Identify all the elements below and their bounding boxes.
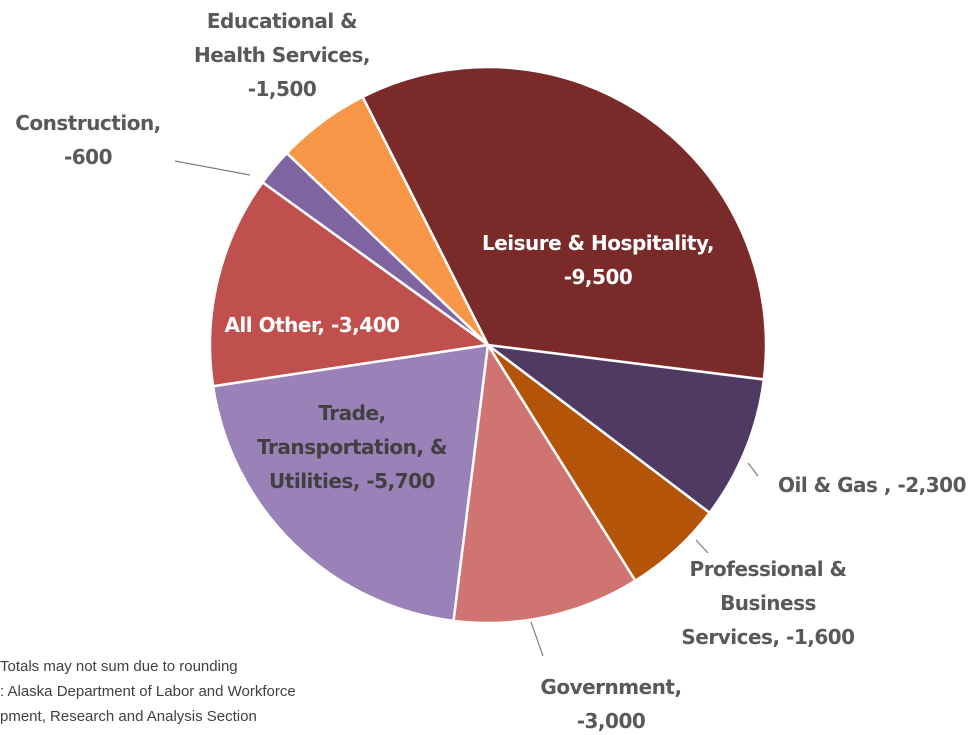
footnote: pment, Research and Analysis Section [0, 708, 257, 725]
leader-lines [174, 160, 759, 657]
pie-slice [483, 343, 766, 515]
pie-slice [211, 343, 490, 623]
slice-label: Educational & Health Services, -1,500 [182, 4, 382, 106]
category-name: Professional & Business Services, [681, 557, 847, 649]
category-name: Oil & Gas , [778, 473, 891, 497]
category-name: Leisure & Hospitality, [481, 231, 715, 255]
category-name: Construction, [15, 111, 161, 135]
pie-slice [208, 180, 492, 388]
value-label: -5,700 [366, 469, 435, 493]
slice-label: Leisure & Hospitality, -9,500 [468, 226, 728, 294]
value-label: -600 [63, 145, 113, 169]
slice-label: All Other, -3,400 [197, 308, 427, 342]
category-name: All Other, [224, 313, 325, 337]
category-name: Government, [540, 675, 682, 699]
slice-label: Construction, -600 [3, 106, 173, 174]
category-name: Trade, Transportation, & Utilities, [257, 401, 447, 493]
leader-line [695, 539, 709, 554]
value-label: -3,400 [330, 313, 400, 337]
leader-line [174, 160, 251, 176]
value-label: -3,000 [576, 709, 646, 733]
leader-line [530, 621, 544, 657]
pie-slice [452, 341, 638, 625]
category-name: Educational & Health Services, [193, 9, 371, 67]
value-label: -9,500 [563, 265, 633, 289]
value-label: -1,600 [786, 625, 855, 649]
slice-label: Oil & Gas , -2,300 [767, 468, 974, 502]
value-label: -1,500 [247, 77, 317, 101]
pie-slice [360, 65, 768, 381]
slice-label: Government, -3,000 [521, 670, 701, 735]
footnote: Totals may not sum due to rounding [0, 658, 238, 675]
slice-label: Professional & Business Services, -1,600 [668, 552, 868, 654]
value-label: -2,300 [897, 473, 966, 497]
footnote: : Alaska Department of Labor and Workfor… [0, 683, 296, 700]
leader-line [747, 462, 759, 477]
slice-label: Trade, Transportation, & Utilities, -5,7… [247, 396, 457, 498]
